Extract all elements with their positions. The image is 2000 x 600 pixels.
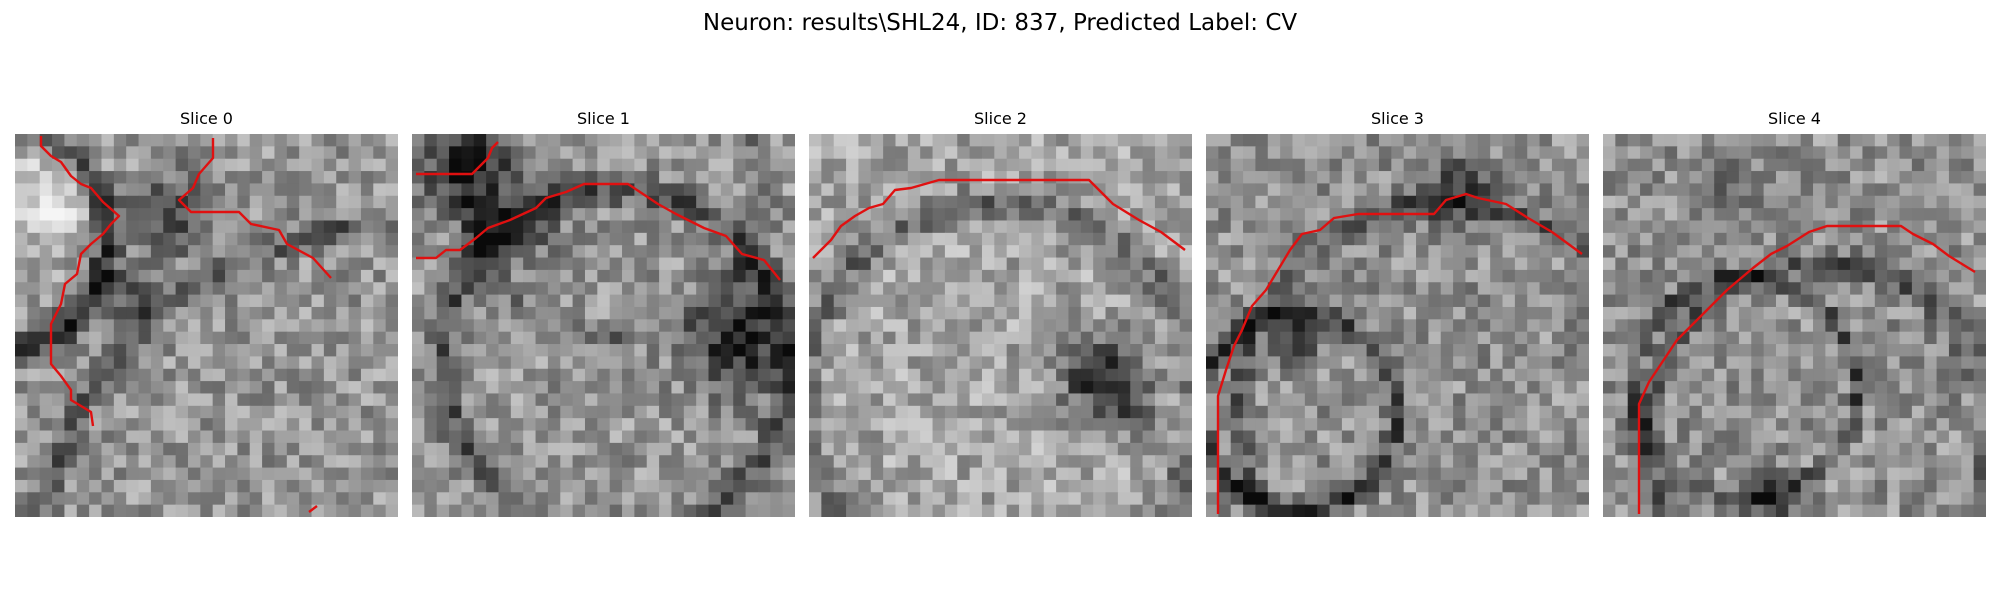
- slice-panel-0: Slice 0: [15, 108, 398, 517]
- slice-image-1: [412, 134, 795, 517]
- slice-title-1: Slice 1: [577, 109, 630, 128]
- contour-line-0: [812, 178, 1186, 259]
- contour-line-0: [1637, 224, 1976, 514]
- figure-title: Neuron: results\SHL24, ID: 837, Predicte…: [702, 10, 1298, 36]
- contour-line-1: [416, 182, 781, 281]
- slice-image-4: [1603, 134, 1986, 517]
- slice-title-3: Slice 3: [1371, 109, 1424, 128]
- slice-image-2: [809, 134, 1192, 517]
- slice-image-3: [1206, 134, 1589, 517]
- slice-panel-3: Slice 3: [1206, 108, 1589, 517]
- contour-line-0: [39, 136, 121, 427]
- slice-panel-4: Slice 4: [1603, 108, 1986, 517]
- contour-line-0: [416, 141, 499, 176]
- contour-line-1: [177, 138, 332, 279]
- pixel-grid: [1206, 134, 1589, 517]
- slice-title-4: Slice 4: [1768, 109, 1821, 128]
- slice-panel-1: Slice 1: [412, 108, 795, 517]
- pixel-grid: [809, 134, 1192, 517]
- slice-title-2: Slice 2: [974, 109, 1027, 128]
- pixel-grid: [1603, 134, 1986, 517]
- contour-line-0: [1216, 192, 1583, 514]
- slice-panel-2: Slice 2: [809, 108, 1192, 517]
- slice-title-0: Slice 0: [180, 109, 233, 128]
- pixel-grid: [412, 134, 795, 517]
- pixel-grid: [15, 134, 398, 517]
- contour-line-2: [308, 505, 318, 513]
- slice-image-0: [15, 134, 398, 517]
